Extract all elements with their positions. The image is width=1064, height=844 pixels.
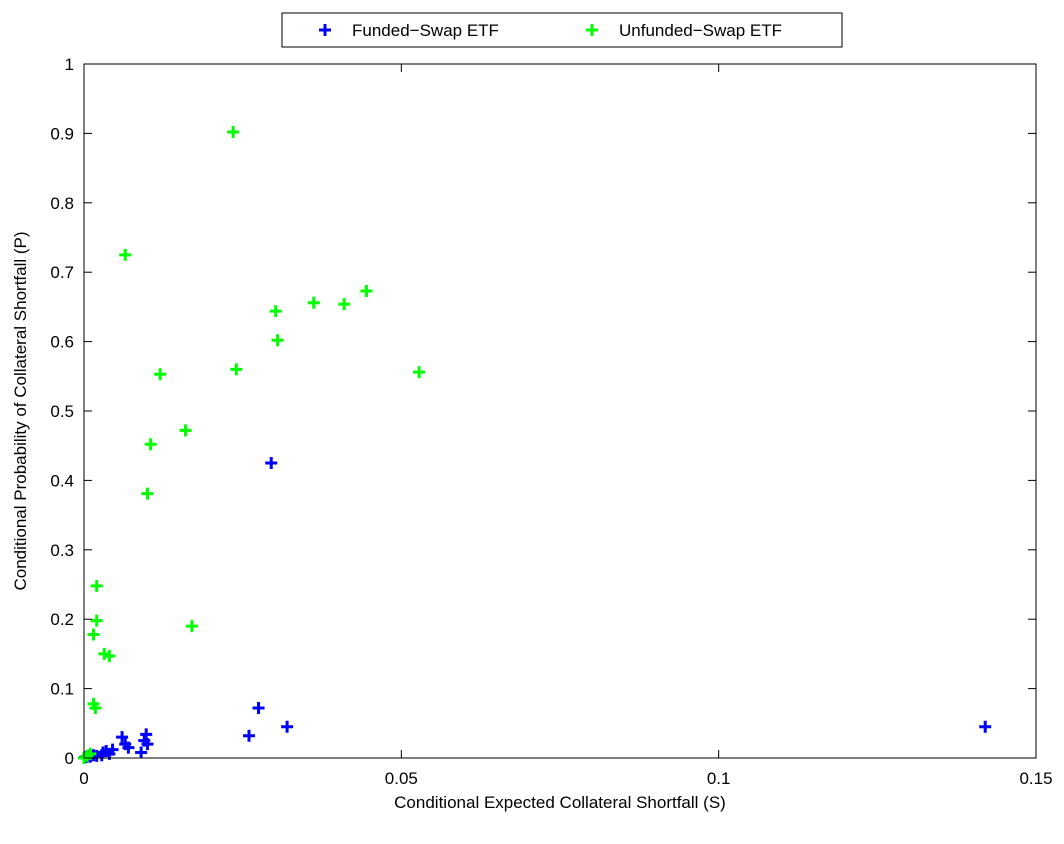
data-point — [185, 620, 198, 633]
data-point — [413, 366, 426, 379]
legend-label-1: Funded−Swap ETF — [352, 21, 499, 40]
legend: Funded−Swap ETF Unfunded−Swap ETF — [281, 12, 843, 48]
ticks-layer: 0 0.05 0.1 0.15 0 0.1 0.2 0.3 0.4 0.5 0.6 0.7 0.8 0.9… — [50, 55, 1052, 788]
data-point — [140, 728, 153, 741]
data-point — [154, 368, 167, 381]
data-point — [307, 296, 320, 309]
data-point — [90, 579, 103, 592]
plot-frame — [83, 63, 1037, 759]
y-tick-label: 0.9 — [50, 124, 74, 143]
y-tick-label: 0.6 — [50, 333, 74, 352]
x-tick-label: 0 — [79, 769, 88, 788]
data-point — [252, 702, 265, 715]
y-tick-label: 0.8 — [50, 194, 74, 213]
y-tick-label: 0.7 — [50, 263, 74, 282]
x-axis-label: Conditional Expected Collateral Shortfal… — [394, 793, 726, 812]
series-2 — [78, 126, 426, 764]
data-point — [281, 720, 294, 733]
data-point — [141, 487, 154, 500]
y-tick-label: 0.1 — [50, 680, 74, 699]
series-1 — [79, 457, 992, 764]
data-point — [269, 305, 282, 318]
y-tick-label: 0.4 — [50, 471, 74, 490]
y-tick-label: 0.2 — [50, 610, 74, 629]
data-point — [230, 363, 243, 376]
data-point — [103, 649, 116, 662]
data-point — [227, 126, 240, 139]
y-tick-label: 0.5 — [50, 402, 74, 421]
data-point — [135, 746, 148, 759]
legend-marker-1 — [319, 24, 331, 36]
data-point — [979, 720, 992, 733]
x-tick-label: 0.05 — [385, 769, 418, 788]
data-point — [338, 298, 351, 311]
legend-label-2: Unfunded−Swap ETF — [619, 21, 782, 40]
data-point — [89, 702, 102, 715]
x-tick-label: 0.15 — [1019, 769, 1052, 788]
data-point — [122, 741, 135, 754]
y-tick-label: 0 — [65, 749, 74, 768]
data-point — [106, 743, 119, 756]
data-point — [87, 628, 100, 641]
y-tick-label: 1 — [65, 55, 74, 74]
data-point — [119, 248, 132, 261]
data-point — [265, 457, 278, 470]
data-point — [144, 438, 157, 451]
data-point — [360, 284, 373, 297]
data-point — [90, 614, 103, 627]
legend-box — [281, 12, 843, 48]
data-point — [179, 424, 192, 437]
y-axis-label: Conditional Probability of Collateral Sh… — [11, 231, 30, 590]
marks-layer — [78, 126, 992, 764]
data-point — [243, 729, 256, 742]
legend-marker-2 — [586, 24, 598, 36]
x-tick-label: 0.1 — [707, 769, 731, 788]
data-point — [116, 731, 129, 744]
data-point — [271, 334, 284, 347]
y-tick-label: 0.3 — [50, 541, 74, 560]
